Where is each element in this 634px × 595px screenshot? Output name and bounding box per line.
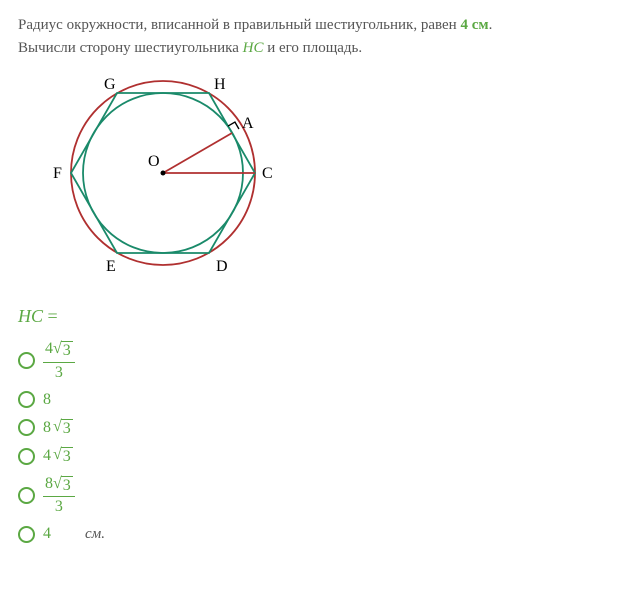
svg-text:H: H (214, 76, 226, 93)
problem-line1-post: . (489, 17, 493, 33)
option-label: 8√33 (43, 476, 75, 516)
problem-line2-post: и его площадь. (263, 40, 362, 56)
equation-lhs: HC (18, 306, 43, 326)
svg-text:D: D (216, 258, 228, 275)
radius-value: 4 см (460, 17, 488, 33)
option-label: 4 (43, 525, 51, 543)
side-var: HC (243, 40, 264, 56)
radio-icon (18, 352, 35, 369)
problem-statement: Радиус окружности, вписанной в правильны… (18, 14, 616, 59)
options-list: 4√33 8 8√3 4√3 8√33 4 см. (18, 341, 616, 543)
radio-icon (18, 526, 35, 543)
radio-icon (18, 487, 35, 504)
option-2[interactable]: 8 (18, 391, 616, 409)
geometry-diagram: C H G F E D A O (46, 67, 616, 284)
hexagon-circle-svg: C H G F E D A O (46, 67, 284, 279)
option-label: 8√3 (43, 419, 73, 438)
option-4[interactable]: 4√3 (18, 447, 616, 466)
option-label: 8 (43, 391, 51, 409)
option-label: 4√3 (43, 447, 73, 466)
svg-text:E: E (106, 258, 116, 275)
svg-text:C: C (262, 165, 273, 182)
problem-line2-pre: Вычисли сторону шестиугольника (18, 40, 243, 56)
svg-text:A: A (242, 115, 254, 132)
equation-line: HC = (18, 306, 616, 327)
unit-label: см. (85, 526, 105, 543)
svg-text:F: F (53, 165, 62, 182)
equation-eq: = (43, 306, 58, 326)
radio-icon (18, 448, 35, 465)
option-1[interactable]: 4√33 (18, 341, 616, 381)
option-label: 4√33 (43, 341, 75, 381)
radio-icon (18, 419, 35, 436)
option-5[interactable]: 8√33 (18, 476, 616, 516)
option-3[interactable]: 8√3 (18, 419, 616, 438)
svg-text:G: G (104, 76, 116, 93)
radio-icon (18, 391, 35, 408)
problem-line1-pre: Радиус окружности, вписанной в правильны… (18, 17, 460, 33)
svg-text:O: O (148, 153, 160, 170)
option-6[interactable]: 4 см. (18, 525, 616, 543)
